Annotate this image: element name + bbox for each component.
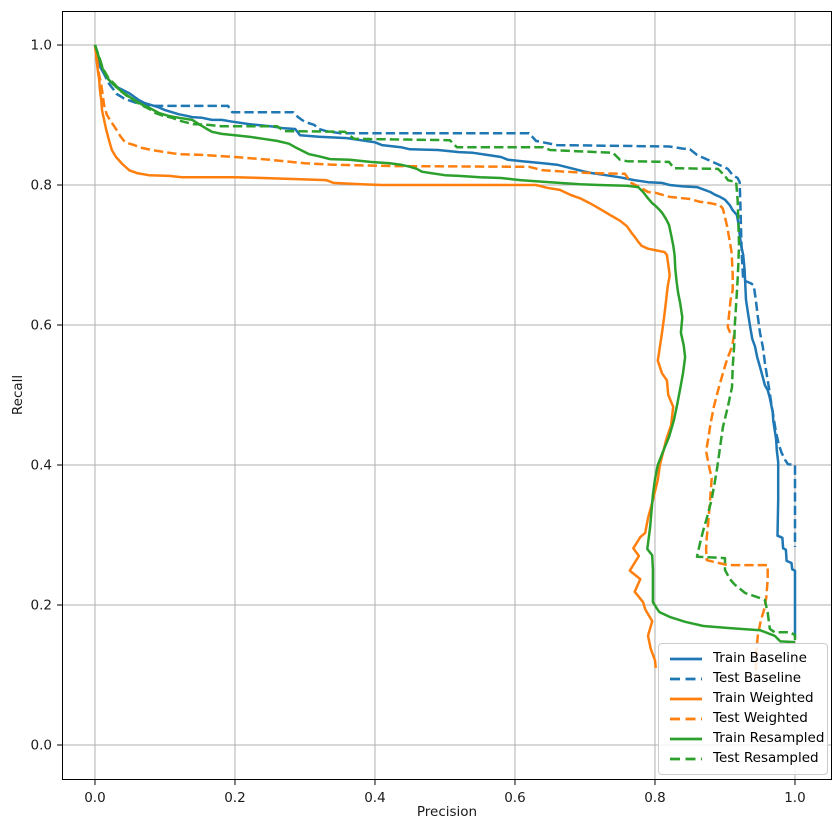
curve-test-baseline [93, 44, 797, 547]
curve-train-resampled [93, 44, 796, 644]
legend-label: Test Resampled [713, 750, 819, 767]
curve-train-baseline [93, 44, 797, 638]
x-tick-label: 0.6 [504, 790, 525, 806]
x-axis-label: Precision [417, 804, 477, 820]
curves [93, 44, 797, 678]
legend-line-sample-train-weighted [670, 697, 702, 701]
axis-ticks: 0.0 0.2 0.4 0.6 0.8 1.0 0.0 0.2 0.4 0.6 0.8 1.0 [31, 38, 806, 806]
x-tick-label: 0.2 [224, 790, 245, 806]
x-tick-label: 0.0 [84, 790, 105, 806]
legend-item-train-weighted: Train Weighted [669, 689, 823, 709]
legend-line-sample-train-baseline [670, 657, 702, 661]
legend-line-sample-train-resampled [670, 737, 702, 741]
x-tick-label: 1.0 [784, 790, 805, 806]
legend-item-test-resampled: Test Resampled [669, 749, 823, 769]
plot-border [62, 11, 832, 780]
y-tick-label: 0.0 [31, 738, 52, 754]
legend-line-sample-test-weighted [670, 717, 702, 721]
y-tick-label: 0.4 [31, 458, 52, 474]
y-tick-label: 0.2 [31, 598, 52, 614]
x-tick-label: 0.8 [644, 790, 665, 806]
y-tick-label: 0.6 [31, 318, 52, 334]
legend-item-train-baseline: Train Baseline [669, 649, 823, 669]
legend-label: Train Weighted [713, 690, 814, 707]
y-tick-label: 1.0 [31, 38, 52, 54]
legend-label: Test Baseline [713, 670, 802, 687]
legend-item-test-baseline: Test Baseline [669, 669, 823, 689]
curve-test-weighted [93, 44, 769, 678]
legend-label: Train Baseline [713, 650, 807, 667]
legend-line-sample-test-resampled [670, 757, 702, 761]
legend-label: Train Resampled [713, 730, 825, 747]
curve-test-resampled [93, 44, 797, 640]
y-axis-label: Recall [10, 375, 26, 415]
x-tick-label: 0.4 [364, 790, 385, 806]
legend-line-sample-test-baseline [670, 677, 702, 681]
grid [62, 11, 832, 780]
legend-item-test-weighted: Test Weighted [669, 709, 823, 729]
legend-label: Test Weighted [713, 710, 808, 727]
curve-train-weighted [93, 44, 675, 669]
legend: Train Baseline Test Baseline Train Weighte… [658, 643, 828, 775]
legend-item-train-resampled: Train Resampled [669, 729, 825, 749]
y-tick-label: 0.8 [31, 178, 52, 194]
